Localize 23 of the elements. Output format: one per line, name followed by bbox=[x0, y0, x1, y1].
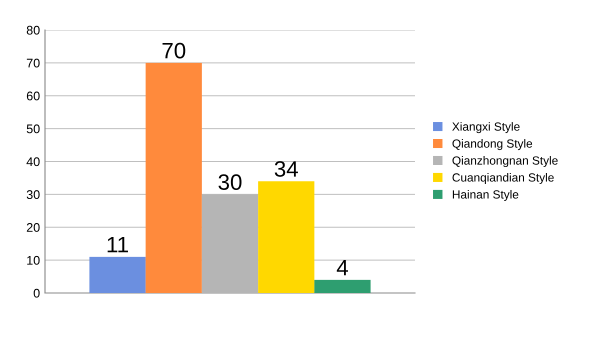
y-tick-label: 50 bbox=[26, 124, 40, 134]
y-tick-label: 80 bbox=[26, 26, 40, 35]
y-tick-label: 20 bbox=[26, 223, 40, 232]
legend-label: Cuanqiandian Style bbox=[452, 173, 554, 184]
data-label: 11 bbox=[108, 236, 128, 252]
data-label: 34 bbox=[274, 161, 298, 177]
data-label: 70 bbox=[162, 42, 186, 58]
legend-label: Xiangxi Style bbox=[452, 122, 520, 134]
y-tick-label: 70 bbox=[26, 58, 40, 68]
legend-label: Qianzhongnan Style bbox=[452, 156, 558, 168]
legend-label: Hainan Style bbox=[452, 190, 518, 201]
bar bbox=[258, 181, 314, 293]
legend-label: Qiandong Style bbox=[452, 139, 532, 150]
bar bbox=[314, 280, 371, 293]
y-tick-label: 40 bbox=[26, 157, 40, 166]
y-tick-label: 60 bbox=[26, 92, 40, 100]
y-tick-label: 30 bbox=[26, 190, 40, 200]
bar bbox=[146, 62, 202, 293]
data-label: 30 bbox=[218, 174, 242, 190]
bar bbox=[89, 256, 146, 293]
y-tick-label: 10 bbox=[27, 256, 40, 265]
data-label: 4 bbox=[336, 260, 348, 276]
y-tick-label: 0 bbox=[34, 288, 40, 298]
